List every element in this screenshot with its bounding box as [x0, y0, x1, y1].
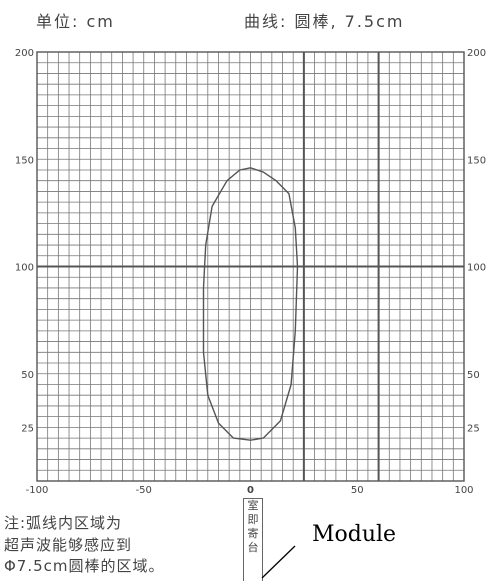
- note-line-2: 超声波能够感应到: [4, 536, 133, 554]
- y-tick-label-left: 50: [21, 370, 34, 381]
- x-tick-label: -50: [136, 485, 152, 496]
- y-tick-label-left: 150: [15, 155, 34, 166]
- sensor-module-box: 室即寄台: [243, 498, 263, 581]
- y-tick-label-left: 25: [21, 423, 34, 434]
- y-tick-label-left: 100: [15, 263, 34, 274]
- note-line-3: Φ7.5cm圆棒的区域。: [4, 557, 165, 575]
- y-tick-label-right: 25: [467, 423, 480, 434]
- note-line-1: 注:弧线内区域为: [4, 514, 123, 532]
- y-tick-label-right: 150: [467, 155, 486, 166]
- y-tick-label-right: 100: [467, 263, 486, 274]
- detection-curve: [202, 167, 299, 441]
- plot-border: [36, 51, 465, 482]
- sensor-label: 室即寄台: [247, 499, 259, 554]
- module-label: Module: [312, 522, 397, 547]
- x-tick-label: 50: [351, 485, 364, 496]
- y-tick-label-right: 200: [467, 48, 486, 59]
- curve-label: 曲线: 圆棒, 7.5cm: [244, 12, 405, 31]
- x-tick-label: 100: [454, 485, 473, 496]
- y-tick-label-left: 200: [15, 48, 34, 59]
- unit-label: 单位: cm: [36, 12, 115, 31]
- x-tick-label: -100: [26, 485, 49, 496]
- detection-range-chart: 200 150 100 50 25 200 150 100 50 25 -100 -50 0 50 100: [15, 48, 486, 496]
- y-tick-label-right: 50: [467, 370, 480, 381]
- x-tick-label: 0: [247, 485, 254, 496]
